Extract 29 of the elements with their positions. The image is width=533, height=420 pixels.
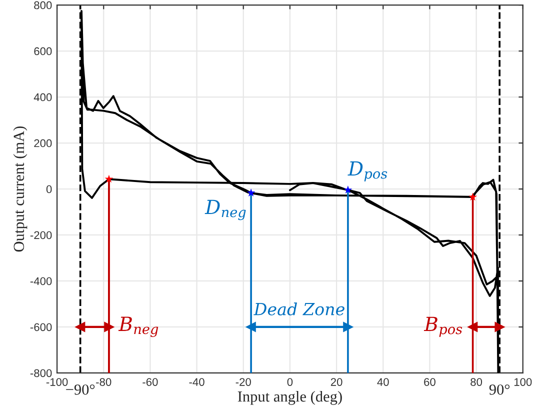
x-tick-label: 0: [287, 378, 293, 386]
y-tick-label: -600: [30, 323, 52, 332]
x-tick-label: -40: [189, 378, 204, 386]
annotation: D$_{neg}$: [204, 200, 246, 220]
x-tick-label: 20: [330, 378, 342, 386]
y-axis-title: Output current (mA): [13, 126, 28, 252]
ref-line-label: −90°: [66, 384, 95, 395]
x-tick-label: -60: [142, 378, 158, 386]
y-tick-label: -200: [30, 231, 52, 240]
y-tick-label: 800: [34, 1, 52, 10]
y-tick-label: 0: [46, 185, 52, 194]
y-tick-label: -400: [30, 277, 52, 286]
ref-line-label: 90°: [489, 384, 510, 395]
x-tick-label: -100: [46, 378, 68, 386]
annotation: D$_{pos}$: [348, 161, 388, 182]
x-tick-label: 100: [514, 378, 532, 386]
x-axis-title: Input angle (deg): [238, 390, 342, 405]
y-tick-label: 400: [34, 93, 52, 102]
y-tick-label: 200: [34, 139, 52, 148]
x-tick-label: 40: [377, 378, 389, 386]
annotation: B$_{neg}$: [118, 316, 158, 337]
annotation: B$_{pos}$: [424, 316, 462, 337]
x-tick-label: 80: [470, 378, 482, 386]
y-tick-label: -800: [30, 369, 52, 378]
x-tick-label: -80: [96, 378, 112, 386]
annotation: Dead Zone: [254, 302, 344, 316]
x-tick-label: -20: [236, 378, 251, 386]
x-tick-label: 60: [424, 378, 436, 386]
y-tick-label: 600: [34, 47, 52, 56]
